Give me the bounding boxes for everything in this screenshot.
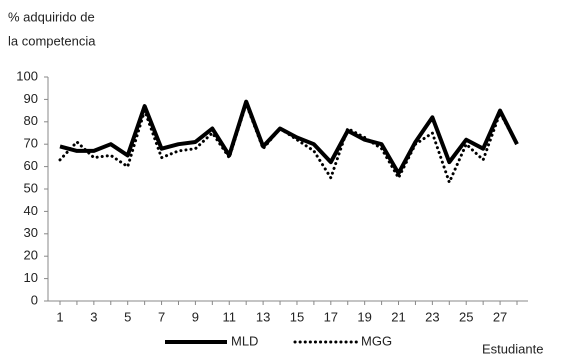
x-tick-label: 1 [56,309,63,324]
x-tick-label: 25 [459,309,473,324]
y-tick-label: 70 [24,136,38,151]
x-tick-label: 11 [223,309,237,324]
y-tick-label: 100 [16,68,38,83]
x-tick-label: 5 [124,309,131,324]
y-tick-label: 80 [24,113,38,128]
x-tick-label: 19 [357,309,371,324]
y-tick-label: 90 [24,91,38,106]
y-tick-label: 60 [24,158,38,173]
x-tick-label: 9 [192,309,199,324]
y-axis-label: la competencia [8,33,96,48]
x-tick-label: 7 [158,309,165,324]
y-axis-label: % adquirido de [8,9,95,24]
y-tick-label: 0 [31,292,38,307]
legend-label: MLD [231,333,258,348]
x-tick-label: 13 [256,309,270,324]
series-line [58,99,519,187]
x-tick-label: 17 [324,309,338,324]
x-tick-label: 23 [425,309,439,324]
y-tick-label: 50 [24,180,38,195]
x-tick-label: 21 [391,309,405,324]
y-tick-label: 10 [24,270,38,285]
y-tick-label: 20 [24,248,38,263]
x-tick-label: 27 [493,309,507,324]
legend-label: MGG [361,333,392,348]
x-axis-label: Estudiante [482,341,543,356]
y-tick-label: 40 [24,203,38,218]
y-tick-label: 30 [24,225,38,240]
x-tick-label: 3 [90,309,97,324]
x-tick-label: 15 [290,309,304,324]
series-line [59,99,519,176]
